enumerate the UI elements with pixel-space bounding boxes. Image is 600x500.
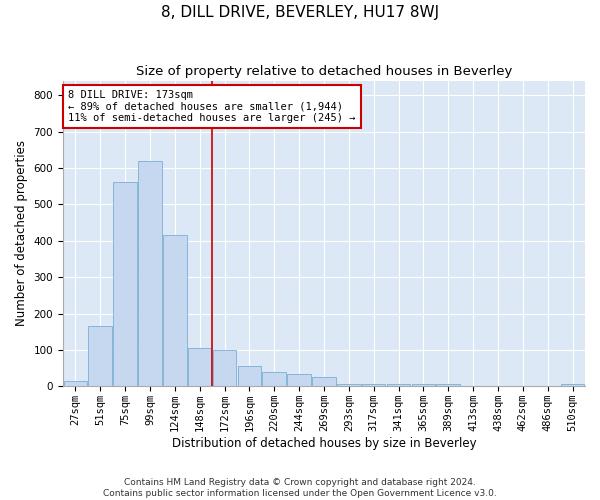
Bar	[138, 160, 162, 386]
Bar	[113, 182, 137, 386]
Bar	[287, 374, 311, 386]
Title: Size of property relative to detached houses in Beverley: Size of property relative to detached ho…	[136, 65, 512, 78]
Text: Contains HM Land Registry data © Crown copyright and database right 2024.
Contai: Contains HM Land Registry data © Crown c…	[103, 478, 497, 498]
Bar	[238, 366, 261, 386]
Bar	[561, 384, 584, 386]
Y-axis label: Number of detached properties: Number of detached properties	[15, 140, 28, 326]
Bar	[262, 372, 286, 386]
X-axis label: Distribution of detached houses by size in Beverley: Distribution of detached houses by size …	[172, 437, 476, 450]
Bar	[337, 384, 361, 386]
Bar	[88, 326, 112, 386]
Bar	[412, 384, 435, 386]
Bar	[312, 377, 336, 386]
Bar	[387, 384, 410, 386]
Text: 8, DILL DRIVE, BEVERLEY, HU17 8WJ: 8, DILL DRIVE, BEVERLEY, HU17 8WJ	[161, 5, 439, 20]
Bar	[212, 350, 236, 387]
Bar	[436, 384, 460, 386]
Bar	[362, 384, 385, 386]
Bar	[163, 236, 187, 386]
Text: 8 DILL DRIVE: 173sqm
← 89% of detached houses are smaller (1,944)
11% of semi-de: 8 DILL DRIVE: 173sqm ← 89% of detached h…	[68, 90, 356, 123]
Bar	[188, 348, 211, 387]
Bar	[64, 381, 87, 386]
